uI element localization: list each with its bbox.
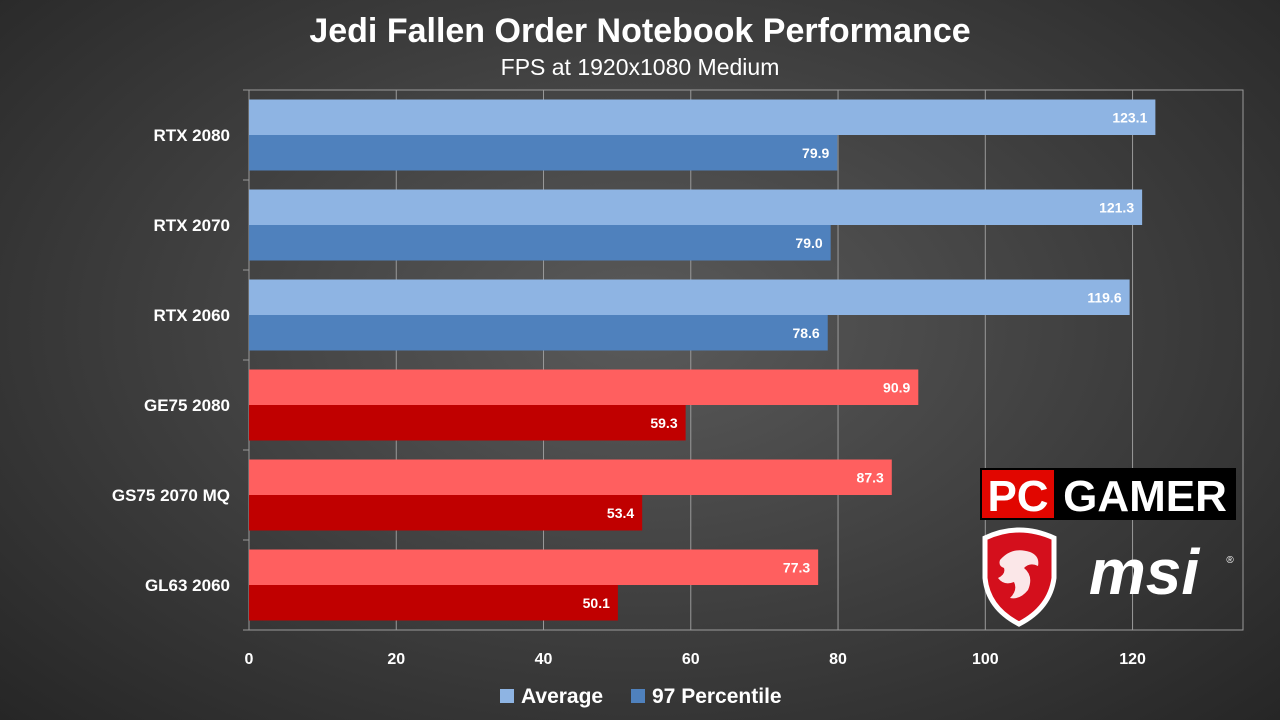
gridlines	[243, 89, 1244, 631]
data-label: 50.1	[583, 595, 610, 611]
bar	[249, 189, 1143, 225]
data-label: 123.1	[1112, 109, 1147, 125]
data-label: 79.0	[795, 235, 822, 251]
msi-wordmark: msi	[1089, 536, 1201, 608]
pcgamer-logo-red-block	[982, 470, 1054, 518]
bar	[249, 99, 1156, 135]
legend-label-percentile: 97 Percentile	[652, 685, 782, 708]
x-tick-label: 0	[245, 651, 254, 668]
bar	[249, 459, 892, 495]
data-label: 119.6	[1087, 289, 1121, 305]
x-tick-label: 40	[535, 651, 553, 668]
chart-subtitle: FPS at 1920x1080 Medium	[500, 54, 780, 80]
bar	[249, 495, 643, 531]
data-label: 53.4	[607, 505, 634, 521]
legend-swatch-average	[500, 689, 514, 703]
pcgamer-logo-pc: PC	[987, 472, 1048, 521]
x-tick-labels: 0 20 40 60 80 100 120	[245, 651, 1146, 668]
data-label: 78.6	[792, 325, 819, 341]
bar	[249, 405, 686, 441]
bars: 123.1 79.9 121.3 79.0 119.6 78.6 90.9 59.3 87.3 5…	[249, 99, 1156, 621]
category-label: GS75 2070 MQ	[112, 486, 230, 505]
category-label: RTX 2080	[153, 126, 230, 145]
data-label: 87.3	[857, 469, 884, 485]
pcgamer-logo: PC GAMER	[980, 468, 1236, 521]
data-label: 79.9	[802, 145, 829, 161]
legend: Average 97 Percentile	[500, 685, 782, 708]
msi-logo: msi ®	[982, 527, 1234, 627]
x-tick-label: 60	[682, 651, 700, 668]
bar	[249, 585, 618, 621]
legend-label-average: Average	[521, 685, 603, 708]
bar	[249, 135, 838, 171]
legend-swatch-percentile	[631, 689, 645, 703]
chart-title: Jedi Fallen Order Notebook Performance	[309, 12, 971, 50]
dragon-shape	[998, 550, 1039, 599]
data-label: 77.3	[783, 559, 810, 575]
x-tick-label: 20	[387, 651, 405, 668]
category-label: GE75 2080	[144, 396, 230, 415]
bar	[249, 225, 831, 261]
data-label: 121.3	[1099, 199, 1134, 215]
bar	[249, 279, 1130, 315]
category-label: RTX 2070	[153, 216, 230, 235]
bar	[249, 549, 819, 585]
x-tick-label: 100	[972, 651, 999, 668]
category-label: GL63 2060	[145, 576, 230, 595]
registered-mark: ®	[1226, 555, 1234, 566]
x-tick-label: 120	[1119, 651, 1146, 668]
data-label: 90.9	[883, 379, 910, 395]
category-labels: RTX 2080 RTX 2070 RTX 2060 GE75 2080 GS75 20…	[112, 126, 230, 595]
bar	[249, 315, 828, 351]
x-tick-label: 80	[829, 651, 847, 668]
category-label: RTX 2060	[153, 306, 230, 325]
bar	[249, 369, 919, 405]
pcgamer-logo-gamer: GAMER	[1063, 472, 1227, 521]
data-label: 59.3	[650, 415, 677, 431]
